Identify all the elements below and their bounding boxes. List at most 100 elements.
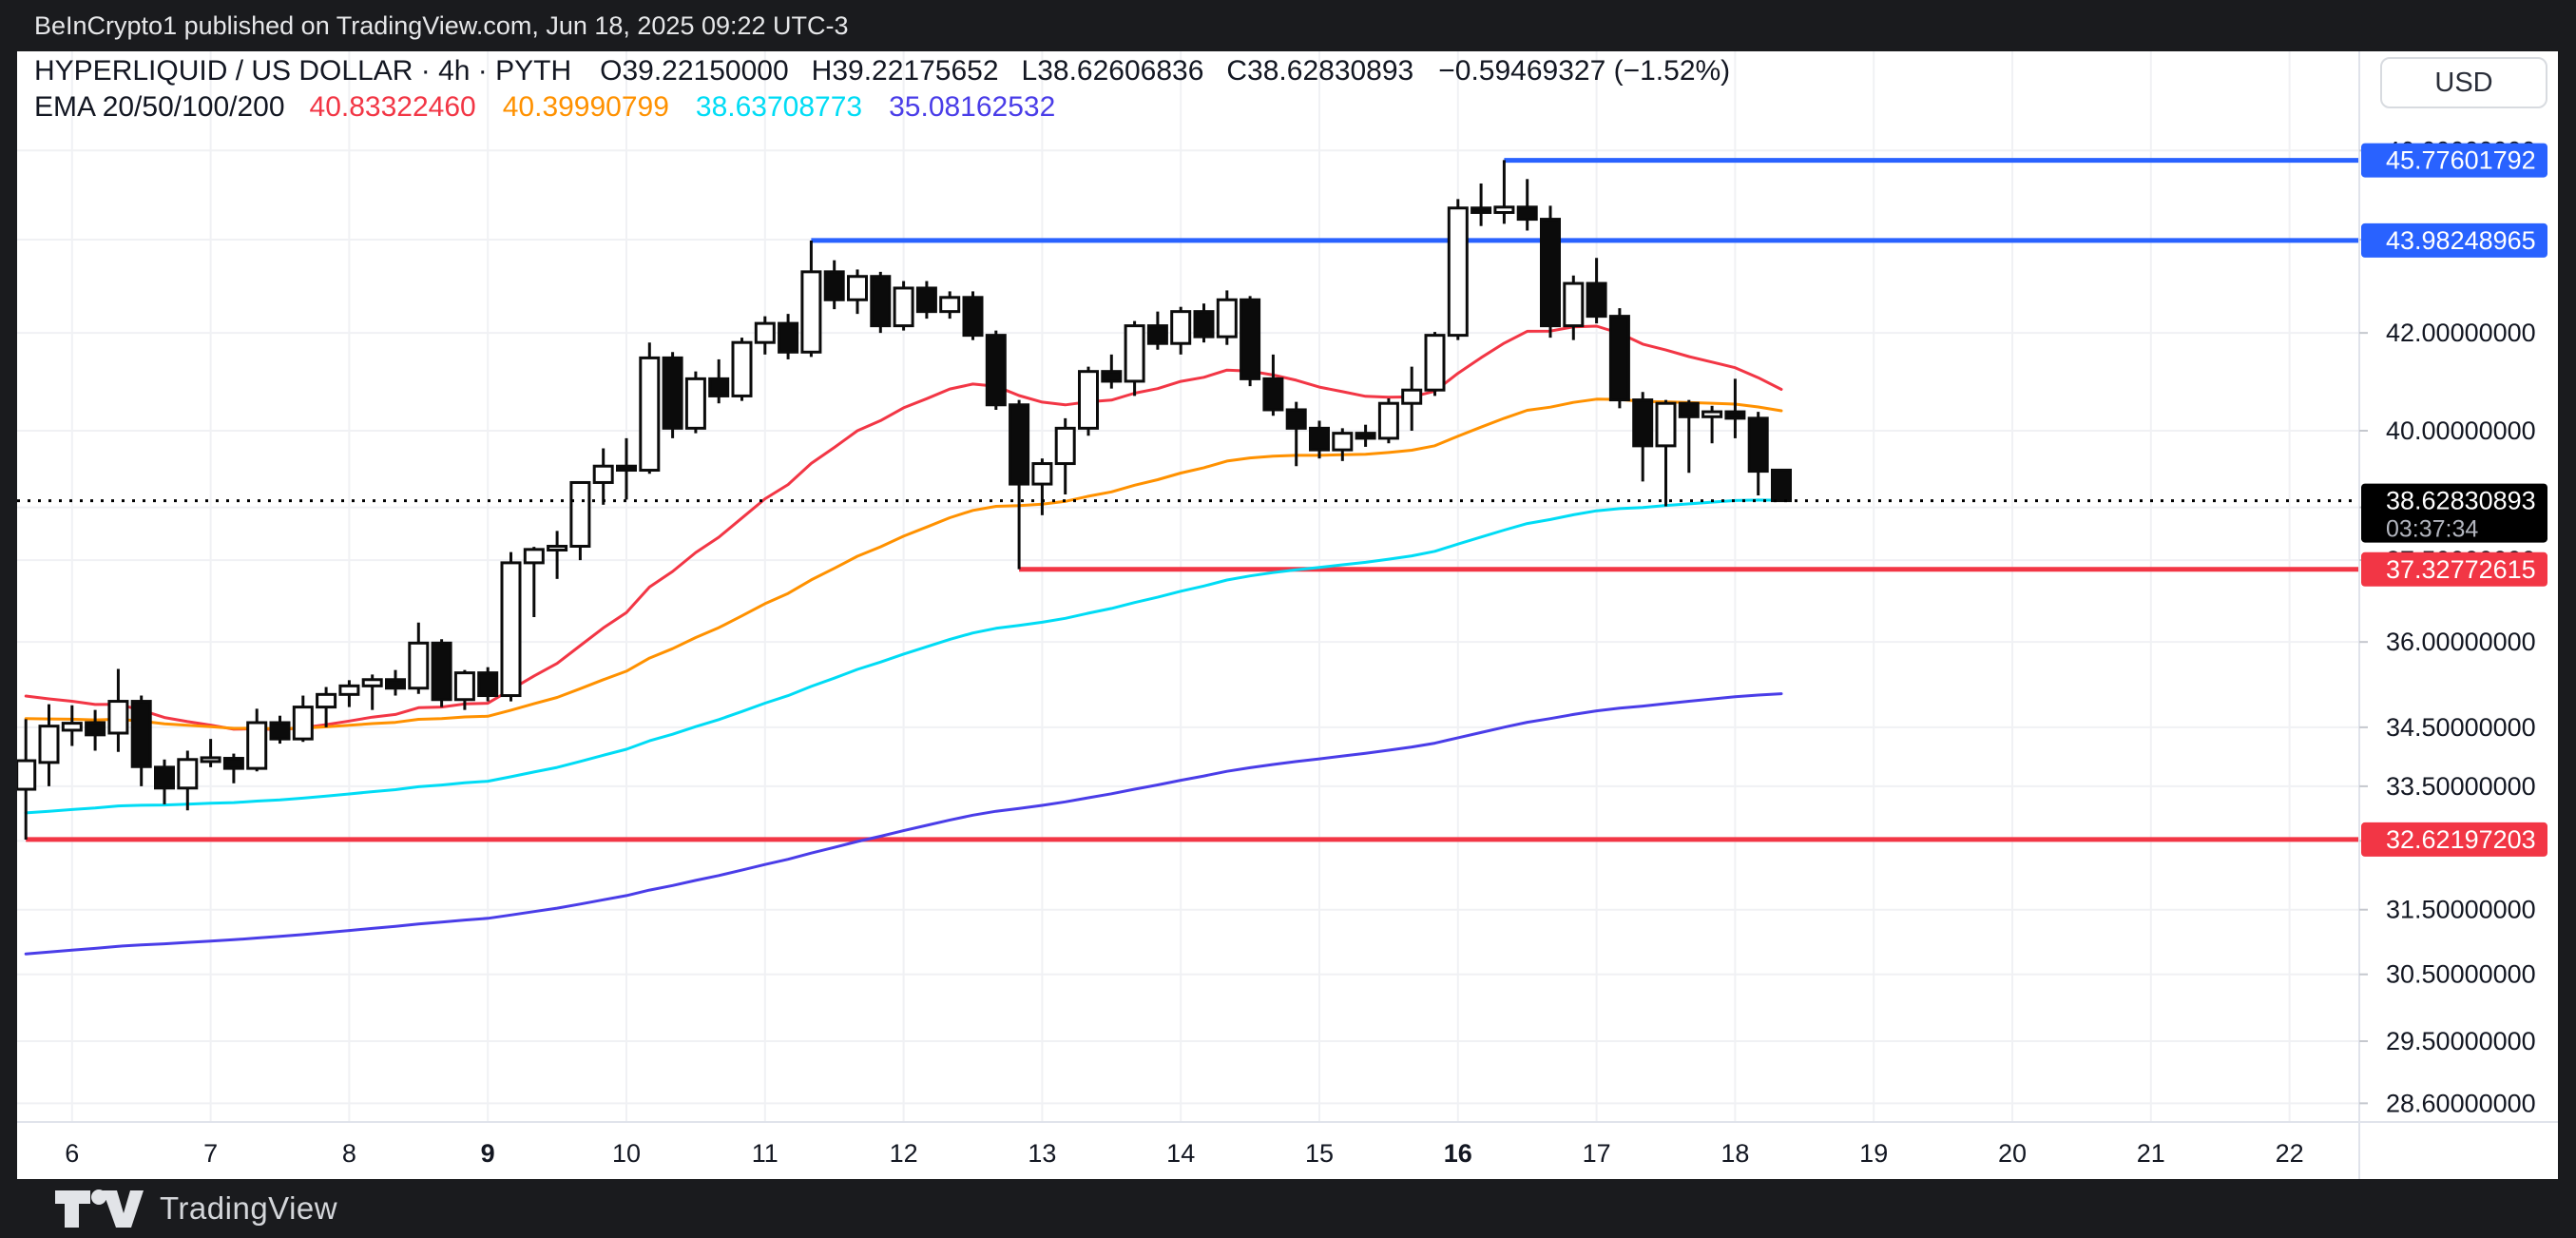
time-axis-labels: 6 7 8 9 10 11 12 13 14 15 16 17 18 19 20 21 22 [65,1139,2303,1168]
candle-body [130,700,152,768]
candle-body [592,464,614,484]
candle-body [431,641,452,702]
ema-line-50 [24,397,1783,730]
time-tick-label: 6 [65,1139,79,1168]
candle-body [1586,281,1607,319]
candle-body [893,286,914,328]
bar-countdown: 03:37:34 [2386,516,2478,543]
ema-line-100 [24,498,1783,815]
currency-usd-button[interactable]: USD [2380,57,2547,108]
candle-body [1563,281,1585,328]
candle-body [1240,298,1261,380]
footer-bar: TradingView [0,1179,2576,1238]
time-tick-label: 15 [1305,1139,1334,1168]
candle-body [800,270,822,354]
candle-body [1078,370,1099,430]
candle-body [1424,334,1446,392]
candle-body [985,334,1007,407]
candle-body [61,722,83,732]
candle-body [939,296,961,314]
candle-body [246,721,268,770]
candle-body [616,464,637,473]
candle-body [1447,206,1469,338]
ema-line-20 [24,324,1783,731]
time-tick-label: 13 [1028,1139,1056,1168]
candle-body [754,321,776,344]
candle-body [408,641,430,690]
candle-body [177,758,199,790]
candle-body [1701,410,1723,418]
candle-body [1516,205,1538,222]
header-title: BeInCrypto1 published on TradingView.com… [34,11,849,40]
candle-body [1724,410,1746,420]
candle-body [1193,310,1215,339]
grid [17,51,2359,1122]
time-tick-label: 12 [890,1139,918,1168]
time-tick-label: 20 [1998,1139,2027,1168]
tradingview-logo-icon[interactable] [53,1187,144,1230]
price-axis[interactable] [2359,51,2558,1122]
candle-body [1332,432,1354,452]
level-price-label [2361,222,2547,258]
candle-body [477,671,499,698]
candle-body [1124,324,1145,383]
candle-body [1493,205,1515,214]
candle-body [1309,426,1330,452]
price-tick-label: 29.50000000 [2386,1027,2536,1055]
candle-body [1471,206,1492,214]
candle-body [547,545,568,552]
candle-body [453,671,475,702]
candle-body [962,296,984,338]
candle-body [222,757,244,770]
candle-body [1771,468,1792,503]
level-price-label [2361,822,2547,857]
candle-body [1401,388,1423,405]
candle-body [1540,218,1561,328]
candle-body [1377,401,1399,440]
candle-body [316,692,337,709]
candle-body [1262,377,1284,412]
price-tick-label: 40.00000000 [2386,416,2536,445]
svg-text:43.98248965: 43.98248965 [2386,226,2536,255]
time-tick-label: 10 [612,1139,641,1168]
time-tick-label: 8 [342,1139,356,1168]
candle-body [338,684,360,696]
time-tick-label: 21 [2137,1139,2165,1168]
price-tick-label: 42.00000000 [2386,319,2536,347]
candle-body [915,286,937,314]
price-tick-label: 33.50000000 [2386,772,2536,801]
candle-body [1285,408,1307,430]
candle-body [17,759,37,791]
candle-body [523,548,545,565]
ema-line-200 [24,692,1783,956]
svg-text:37.32772615: 37.32772615 [2386,555,2536,584]
time-tick-label: 16 [1444,1139,1472,1168]
candle-body [870,275,892,328]
candle-body [1146,324,1168,345]
candle-body [569,480,591,549]
time-tick-label: 22 [2276,1139,2304,1168]
candle-body [823,270,845,301]
candle-body [1031,462,1053,486]
candle-body [1655,401,1677,448]
last-price-value: 38.62830893 [2386,487,2536,515]
time-tick-label: 7 [203,1139,218,1168]
level-price-label [2361,143,2547,178]
candle-body [708,377,730,397]
plot-area [17,158,2359,956]
time-axis[interactable] [17,1122,2359,1179]
candle-body [85,721,106,737]
candle-body [269,721,291,741]
footer-brand-text[interactable]: TradingView [160,1190,338,1226]
chart-background [17,51,2558,1179]
time-tick-label: 19 [1859,1139,1888,1168]
candle-body [1170,310,1192,345]
header-bar: BeInCrypto1 published on TradingView.com… [0,0,2576,51]
candle-body [1216,298,1238,339]
candle-body [38,725,60,764]
svg-text:32.62197203: 32.62197203 [2386,825,2536,854]
time-tick-label: 17 [1583,1139,1611,1168]
candle-body [662,356,683,430]
level-price-label [2361,551,2547,587]
